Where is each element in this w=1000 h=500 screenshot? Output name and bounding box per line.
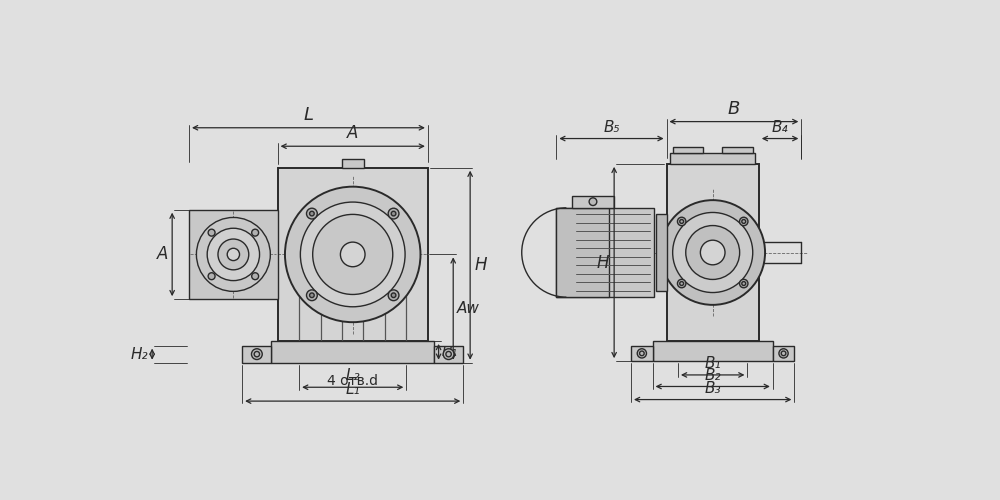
Circle shape — [673, 212, 753, 292]
Bar — [556, 208, 609, 297]
Text: H₂: H₂ — [131, 346, 148, 362]
Circle shape — [252, 272, 259, 280]
Circle shape — [391, 212, 396, 216]
Circle shape — [196, 218, 270, 292]
Text: B₂: B₂ — [704, 368, 721, 382]
Bar — [666, 164, 759, 341]
Circle shape — [677, 217, 686, 226]
Circle shape — [388, 208, 399, 219]
Bar — [773, 346, 794, 361]
Circle shape — [660, 200, 765, 305]
Text: A: A — [347, 124, 358, 142]
Text: 4 отв.d: 4 отв.d — [327, 374, 378, 388]
Circle shape — [686, 226, 740, 280]
Circle shape — [388, 290, 399, 300]
Circle shape — [252, 229, 259, 236]
Text: B: B — [728, 100, 740, 117]
Text: B₅: B₅ — [603, 120, 620, 134]
Text: B₁: B₁ — [704, 356, 721, 371]
Bar — [653, 341, 773, 361]
Circle shape — [306, 290, 317, 300]
Text: H: H — [597, 254, 610, 272]
Circle shape — [306, 208, 317, 219]
Text: L₁: L₁ — [345, 382, 360, 398]
Bar — [278, 168, 428, 341]
Circle shape — [739, 217, 748, 226]
Bar — [572, 196, 614, 208]
Bar — [631, 346, 653, 361]
Circle shape — [208, 229, 215, 236]
Circle shape — [310, 293, 314, 298]
Bar — [189, 210, 278, 299]
Bar — [242, 346, 271, 362]
Circle shape — [207, 228, 260, 280]
Circle shape — [677, 280, 686, 288]
Text: B₄: B₄ — [772, 120, 788, 134]
Bar — [556, 208, 654, 297]
Circle shape — [208, 272, 215, 280]
Circle shape — [779, 349, 788, 358]
Circle shape — [637, 349, 646, 358]
Text: Aw: Aw — [457, 301, 480, 316]
Circle shape — [700, 240, 725, 265]
Circle shape — [310, 212, 314, 216]
Circle shape — [227, 248, 240, 260]
Bar — [434, 346, 463, 362]
Circle shape — [285, 186, 420, 322]
Bar — [722, 147, 753, 153]
Bar — [656, 214, 666, 291]
Circle shape — [340, 242, 365, 266]
Bar — [670, 153, 755, 164]
Bar — [271, 341, 434, 362]
Text: H: H — [475, 256, 487, 274]
Text: A: A — [157, 246, 168, 264]
Text: H₁: H₁ — [442, 345, 458, 359]
Circle shape — [218, 239, 249, 270]
Circle shape — [589, 198, 597, 205]
Bar — [673, 147, 703, 153]
Text: B₃: B₃ — [704, 380, 721, 396]
Circle shape — [391, 293, 396, 298]
Circle shape — [251, 349, 262, 360]
Text: L: L — [303, 106, 313, 124]
Circle shape — [739, 280, 748, 288]
Circle shape — [443, 349, 454, 360]
Circle shape — [313, 214, 393, 294]
Text: L₂: L₂ — [345, 368, 360, 384]
Circle shape — [300, 202, 405, 307]
Bar — [342, 158, 364, 168]
